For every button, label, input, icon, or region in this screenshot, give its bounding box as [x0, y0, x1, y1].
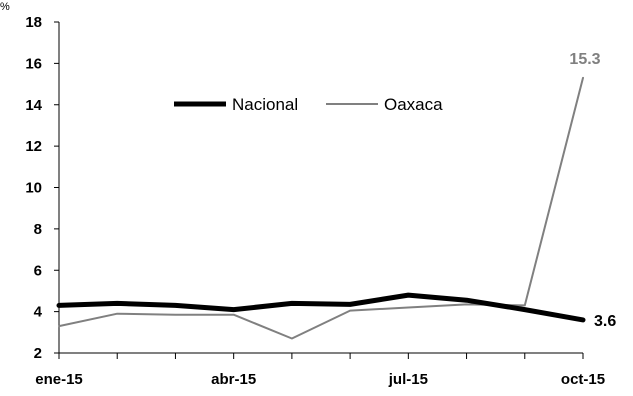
axes	[54, 21, 584, 359]
y-tick-label: 4	[34, 304, 43, 321]
legend-label-oaxaca: Oaxaca	[384, 95, 443, 114]
y-tick-label: 14	[25, 97, 42, 114]
series-lines	[56, 76, 586, 340]
x-tick-label: abr-15	[211, 371, 256, 388]
x-tick-label: jul-15	[388, 371, 428, 388]
series-line-oaxaca	[58, 76, 584, 340]
data-label-nacional: 3.6	[594, 313, 616, 330]
x-tick-label: oct-15	[561, 371, 605, 388]
series-line-nacional	[56, 292, 586, 323]
x-tick-label: ene-15	[35, 371, 83, 388]
legend: Nacional Oaxaca	[174, 95, 443, 114]
y-unit-label: %	[0, 1, 10, 13]
y-tick-labels: 2 4 6 8 10 12 14 16 18	[25, 14, 42, 362]
y-tick-label: 16	[25, 55, 42, 72]
data-labels: 3.6 15.3	[569, 51, 616, 330]
x-tick-labels: ene-15 abr-15 jul-15 oct-15	[35, 371, 605, 388]
data-label-oaxaca: 15.3	[569, 51, 600, 68]
y-tick-label: 10	[25, 180, 42, 197]
y-tick-label: 6	[34, 262, 42, 279]
legend-label-nacional: Nacional	[232, 95, 298, 114]
y-tick-label: 12	[25, 138, 42, 155]
y-tick-label: 18	[25, 14, 42, 31]
y-tick-label: 2	[34, 345, 42, 362]
y-tick-label: 8	[34, 221, 42, 238]
